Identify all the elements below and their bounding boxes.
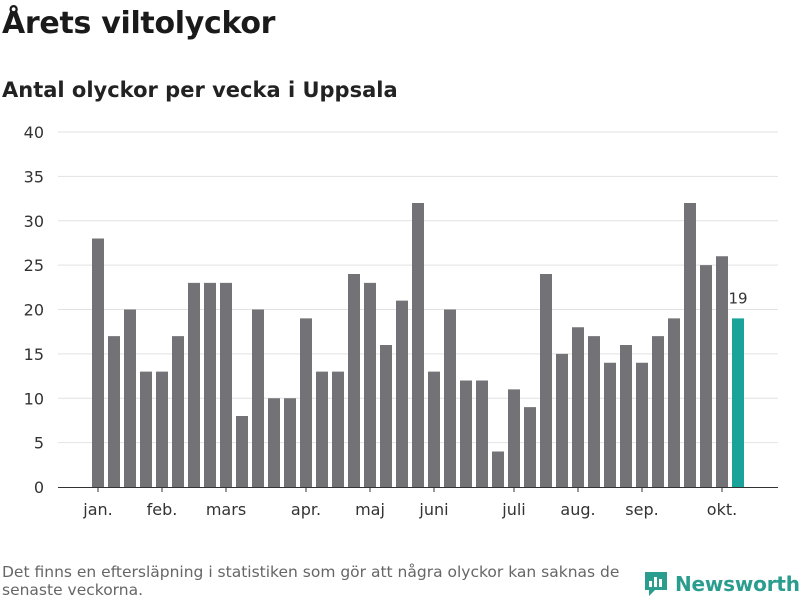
- x-tick-label: maj: [355, 500, 385, 519]
- bar: [284, 398, 296, 487]
- bar: [188, 282, 200, 487]
- data-label-last: 19: [728, 289, 747, 307]
- bar: [556, 353, 568, 487]
- bar: [572, 327, 584, 487]
- bar: [364, 282, 376, 487]
- chart-subtitle: Antal olyckor per vecka i Uppsala: [2, 78, 398, 102]
- bar: [172, 336, 184, 487]
- bar: [252, 309, 264, 487]
- bar: [236, 416, 248, 487]
- x-tick-label: sep.: [625, 500, 658, 519]
- chart-title: Årets viltolyckor: [2, 6, 276, 41]
- y-tick-label: 15: [24, 345, 44, 364]
- bar: [684, 203, 696, 487]
- x-tick-label: mars: [206, 500, 246, 519]
- bar: [620, 345, 632, 487]
- bar: [348, 274, 360, 487]
- y-tick-label: 20: [24, 301, 44, 320]
- bar: [540, 274, 552, 487]
- bar: [124, 309, 136, 487]
- bar: [332, 371, 344, 487]
- x-tick-label: apr.: [291, 500, 321, 519]
- x-tick-label: okt.: [707, 500, 737, 519]
- x-tick-label: juli: [501, 500, 525, 519]
- bar: [604, 362, 616, 487]
- y-tick-label: 40: [24, 123, 44, 142]
- bar: [460, 380, 472, 487]
- bar: [508, 389, 520, 487]
- footnote: Det finns en eftersläpning i statistiken…: [2, 563, 620, 599]
- x-tick-label: juni: [418, 500, 448, 519]
- x-tick-label: jan.: [82, 500, 112, 519]
- y-tick-label: 5: [34, 434, 44, 453]
- y-tick-label: 30: [24, 212, 44, 231]
- bar: [140, 371, 152, 487]
- bar: [636, 362, 648, 487]
- brand: Newsworthy: [643, 570, 800, 598]
- bar: [268, 398, 280, 487]
- bar: [316, 371, 328, 487]
- brand-name: Newsworthy: [675, 572, 800, 596]
- bar: [588, 336, 600, 487]
- bar: [92, 238, 104, 487]
- bar: [156, 371, 168, 487]
- bar: [380, 345, 392, 487]
- bar: [396, 300, 408, 487]
- bar-chart: 0 5 10 15 20 25 30 35 40 jan. feb. mars apr. maj juni j…: [24, 123, 778, 519]
- bar: [652, 336, 664, 487]
- bar: [220, 282, 232, 487]
- bar: [700, 265, 712, 487]
- bar: [492, 451, 504, 487]
- bar: [476, 380, 488, 487]
- y-tick-label: 0: [34, 478, 44, 497]
- x-tick-label: feb.: [147, 500, 178, 519]
- newsworthy-logo-icon: [645, 572, 667, 596]
- bar: [524, 407, 536, 487]
- bar: [412, 203, 424, 487]
- bar: [444, 309, 456, 487]
- bar: [668, 318, 680, 487]
- highlight-bar: [732, 318, 744, 487]
- bar: [428, 371, 440, 487]
- y-tick-label: 10: [24, 389, 44, 408]
- y-tick-label: 25: [24, 256, 44, 275]
- y-tick-label: 35: [24, 167, 44, 186]
- bar: [716, 256, 728, 487]
- bar: [108, 336, 120, 487]
- bar: [300, 318, 312, 487]
- bar: [204, 282, 216, 487]
- x-tick-label: aug.: [560, 500, 595, 519]
